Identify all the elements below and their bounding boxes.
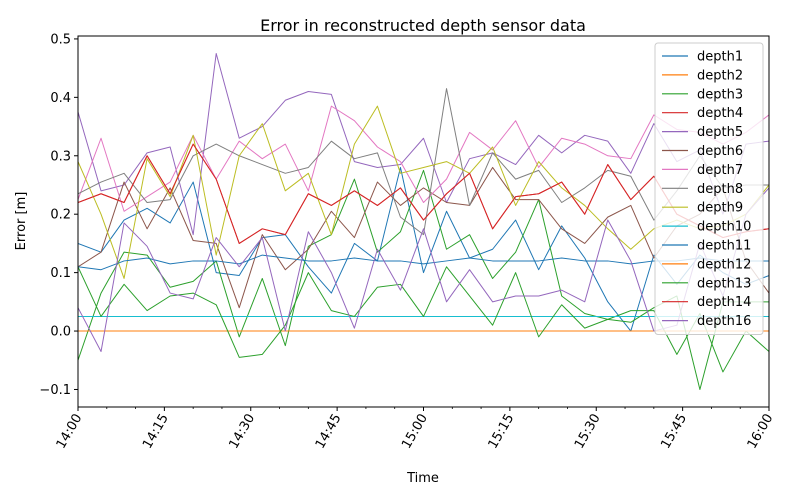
y-tick-label: 0.3: [50, 149, 71, 164]
legend: depth1 depth2 depth3 depth4 depth5 depth6 dept…: [654, 42, 764, 335]
series-line-depth16: [78, 187, 769, 352]
y-tick-label: 0.4: [50, 91, 71, 106]
series-line-depth11: [78, 254, 769, 271]
series-line-depth14: [78, 143, 769, 244]
legend-label: depth1: [697, 50, 743, 65]
legend-label: depth12: [697, 257, 751, 272]
legend-label: depth7: [697, 163, 743, 178]
series-line-depth8: [78, 88, 769, 236]
legend-label: depth13: [697, 276, 751, 291]
y-tick-label: 0.0: [50, 325, 71, 340]
series-line-depth1: [78, 166, 769, 332]
series-line-depth3: [78, 169, 769, 373]
y-tick-label: −0.1: [39, 383, 71, 398]
y-tick-label: 0.2: [50, 208, 71, 223]
series-line-depth13: [78, 266, 769, 390]
legend-label: depth9: [697, 201, 743, 216]
y-tick-label: 0.5: [50, 32, 71, 47]
x-axis-label: Time: [406, 471, 439, 486]
legend-label: depth6: [697, 144, 743, 159]
legend-label: depth14: [697, 295, 751, 310]
series-line-depth5: [78, 53, 769, 236]
series-line-depth9: [78, 105, 769, 279]
legend-label: depth2: [697, 68, 743, 83]
y-axis: −0.1 0.0 0.1 0.2 0.3 0.4 0.5: [39, 32, 78, 398]
legend-box: [654, 42, 764, 335]
legend-label: depth4: [697, 106, 743, 121]
y-axis-label: Error [m]: [14, 192, 29, 251]
legend-label: depth3: [697, 87, 743, 102]
legend-label: depth10: [697, 220, 751, 235]
series-line-depth6: [78, 166, 769, 309]
series-layer: [78, 53, 769, 390]
chart-title: Error in reconstructed depth sensor data: [260, 16, 586, 35]
legend-label: depth8: [697, 182, 743, 197]
y-tick-label: 0.1: [50, 266, 71, 281]
legend-label: depth16: [697, 314, 751, 329]
legend-label: depth11: [697, 239, 751, 254]
legend-label: depth5: [697, 125, 743, 140]
